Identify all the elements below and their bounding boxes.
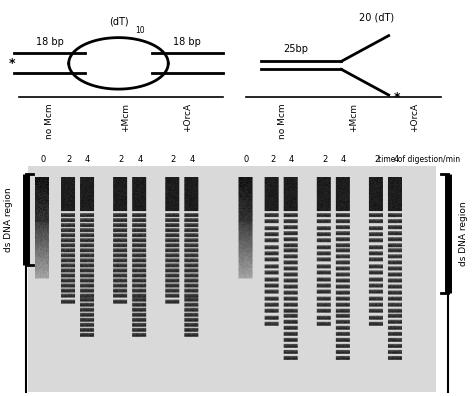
Text: 2: 2 [170, 155, 176, 164]
Text: ds DNA region: ds DNA region [4, 187, 13, 252]
Text: 18 bp: 18 bp [36, 36, 64, 47]
Text: +Mcm: +Mcm [121, 103, 130, 132]
Text: 2: 2 [118, 155, 124, 164]
Text: *: * [9, 57, 15, 70]
Text: 4: 4 [189, 155, 195, 164]
Text: *: * [393, 91, 400, 103]
Text: 0: 0 [244, 155, 249, 164]
Text: 4: 4 [137, 155, 143, 164]
Text: 4: 4 [289, 155, 294, 164]
Text: 0: 0 [40, 155, 46, 164]
Text: 4: 4 [341, 155, 346, 164]
Text: 4: 4 [85, 155, 91, 164]
Text: 4: 4 [393, 155, 399, 164]
Text: 18 bp: 18 bp [173, 36, 201, 47]
Text: (dT): (dT) [109, 17, 128, 27]
Text: 25bp: 25bp [284, 44, 309, 55]
Text: 2: 2 [322, 155, 328, 164]
Text: 10: 10 [135, 26, 145, 35]
Text: no Mcm: no Mcm [46, 103, 54, 139]
Text: 2: 2 [374, 155, 380, 164]
Text: 20 (dT): 20 (dT) [359, 13, 394, 23]
Text: ds DNA region: ds DNA region [459, 201, 468, 266]
Text: time of digestion/min: time of digestion/min [378, 155, 460, 164]
Text: +Mcm: +Mcm [349, 103, 357, 132]
Text: 2: 2 [270, 155, 275, 164]
Text: +OrcA: +OrcA [410, 103, 419, 132]
Text: no Mcm: no Mcm [278, 103, 286, 139]
Text: +OrcA: +OrcA [183, 103, 191, 132]
Bar [28, 166, 436, 392]
Text: 2: 2 [66, 155, 72, 164]
